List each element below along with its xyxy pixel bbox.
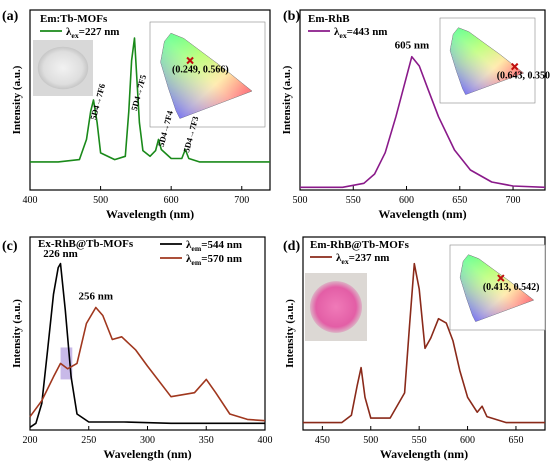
x-tick-label: 600	[164, 195, 179, 206]
chart-panel: (b) 500 550 600 650 700 Wavelength (nm) Intensi…	[281, 9, 550, 221]
transition-annotation: 5D4→7F5	[129, 74, 148, 112]
chart-panel: (d) 450 500 550 600 650 Wavelength (nm) Intensi…	[283, 236, 546, 461]
legend-entry: λex=237 nm	[336, 252, 389, 266]
y-axis-label: Intensity (a.u.)	[281, 65, 293, 134]
panel-label: (d)	[283, 239, 300, 254]
x-tick-label: 200	[23, 435, 38, 446]
powder-sample-icon	[309, 281, 363, 333]
x-tick-label: 400	[23, 195, 38, 206]
cie-coordinate: (0.413, 0.542)	[483, 282, 540, 293]
cie-marker-icon	[511, 62, 519, 71]
series-line	[30, 37, 270, 163]
series-line	[29, 262, 265, 428]
plot-frame	[302, 236, 546, 431]
x-axis-label: Wavelength (nm)	[103, 447, 191, 461]
overlap-highlight	[60, 347, 73, 380]
legend-entry: λex=227 nm	[66, 26, 119, 40]
x-tick-label: 550	[412, 435, 427, 446]
cie-marker-icon	[497, 274, 505, 282]
cie-inset: (0.643, 0.350)	[439, 17, 550, 104]
plot-frame	[29, 236, 266, 431]
panel-label: (a)	[2, 9, 19, 24]
x-tick-label: 400	[258, 435, 273, 446]
peak-annotation: 605 nm	[395, 40, 430, 52]
x-tick-label: 650	[452, 195, 467, 206]
y-axis-label: Intensity (a.u.)	[11, 65, 23, 134]
x-axis-label: Wavelength (nm)	[106, 207, 194, 221]
peak-annotation: 256 nm	[79, 291, 114, 303]
cie-inset: (0.249, 0.566)	[149, 21, 266, 128]
peak-annotation: 226 nm	[43, 248, 78, 260]
x-tick-label: 500	[93, 195, 108, 206]
cie-coordinate: (0.643, 0.350)	[497, 71, 550, 82]
series-line	[303, 262, 545, 424]
cie-locus-shade	[160, 33, 252, 119]
y-axis-label: Intensity (a.u.)	[284, 299, 296, 368]
series-line	[300, 55, 546, 189]
legend-title: Em-RhB@Tb-MOFs	[310, 239, 410, 251]
x-tick-label: 500	[293, 195, 308, 206]
cie-coordinate: (0.249, 0.566)	[172, 65, 229, 76]
x-tick-label: 550	[346, 195, 361, 206]
x-tick-label: 350	[199, 435, 214, 446]
panel-label: (b)	[283, 9, 300, 24]
legend-title: Em-RhB	[308, 13, 350, 25]
cie-inset: (0.413, 0.542)	[449, 244, 546, 331]
powder-sample-icon	[37, 46, 89, 90]
x-tick-label: 500	[363, 435, 378, 446]
legend-title: Em:Tb-MOFs	[40, 13, 108, 25]
chart-panel: (a) 400 500 600 700 Wavelength (nm) Intensity …	[2, 9, 271, 221]
cie-marker-icon	[186, 56, 194, 65]
x-tick-label: 300	[140, 435, 155, 446]
cie-locus-shade	[460, 254, 534, 322]
cie-locus-shade	[450, 27, 524, 95]
legend-entry: λem=544 nm	[186, 239, 242, 253]
x-tick-label: 700	[234, 195, 249, 206]
x-tick-label: 600	[460, 435, 475, 446]
legend-entry: λex=443 nm	[334, 26, 387, 40]
chart-panel: (c) 200 250 300 350 400 Wavelength (nm) Intensi…	[2, 236, 273, 461]
plot-frame	[29, 9, 271, 191]
x-axis-label: Wavelength (nm)	[380, 447, 468, 461]
x-tick-label: 700	[506, 195, 521, 206]
x-axis-label: Wavelength (nm)	[378, 207, 466, 221]
y-axis-label: Intensity (a.u.)	[11, 299, 23, 368]
x-tick-label: 600	[399, 195, 414, 206]
legend-title: Ex-RhB@Tb-MOFs	[38, 238, 134, 250]
x-tick-label: 650	[508, 435, 523, 446]
x-tick-label: 450	[315, 435, 330, 446]
x-tick-label: 250	[81, 435, 96, 446]
panel-label: (c)	[2, 239, 18, 254]
plot-frame	[299, 9, 546, 191]
series-line	[29, 306, 266, 422]
legend-entry: λem=570 nm	[186, 253, 242, 267]
